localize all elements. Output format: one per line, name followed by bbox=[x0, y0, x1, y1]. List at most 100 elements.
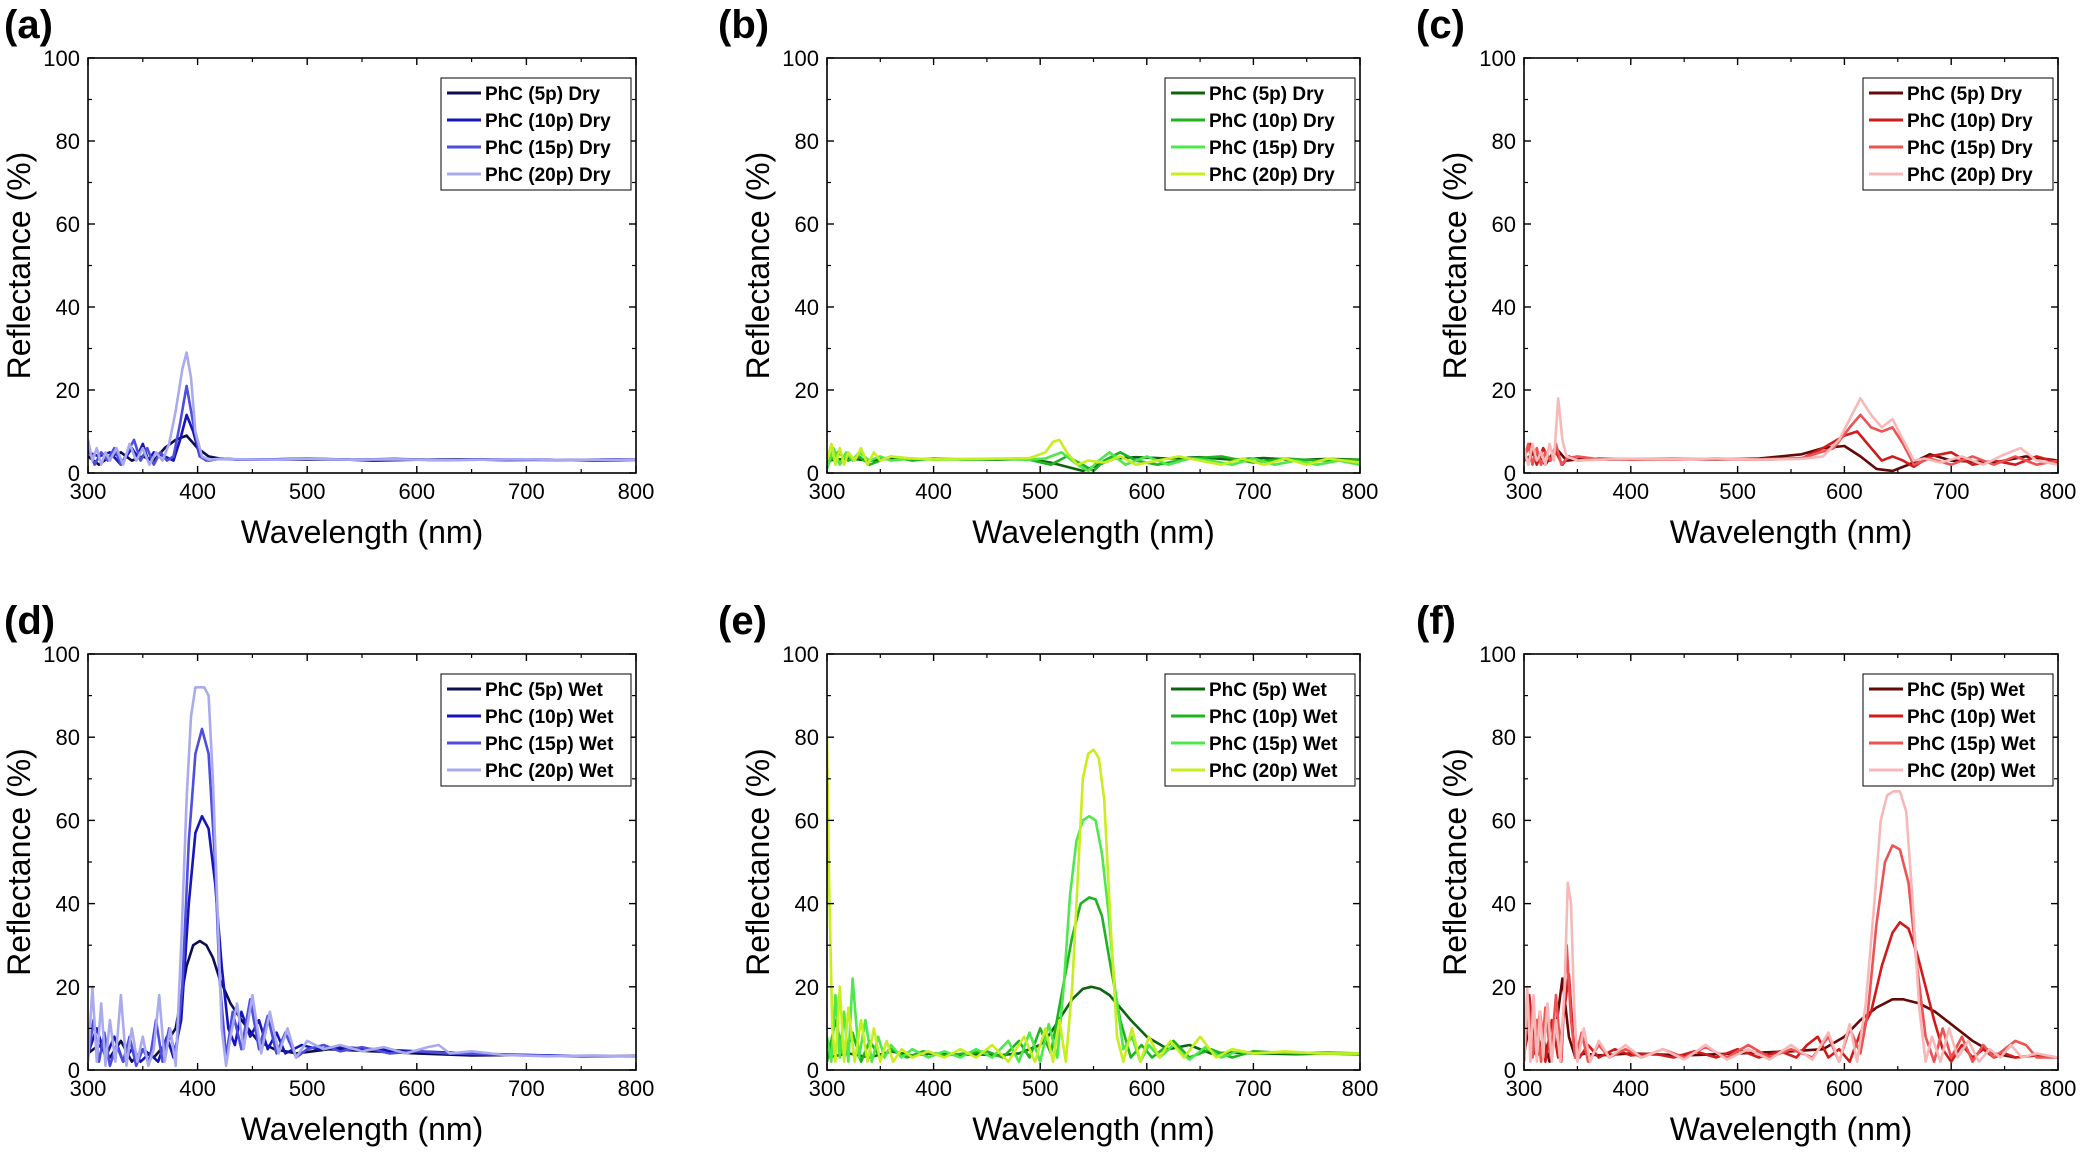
x-tick-label: 400 bbox=[915, 479, 952, 504]
legend-entry: PhC (5p) Dry bbox=[485, 84, 601, 105]
y-tick-label: 100 bbox=[782, 642, 819, 667]
panel-label: (f) bbox=[1416, 599, 1456, 643]
y-tick-label: 20 bbox=[1492, 975, 1516, 1000]
y-tick-label: 20 bbox=[795, 378, 819, 403]
legend-entry: PhC (10p) Wet bbox=[1209, 707, 1338, 728]
y-tick-label: 100 bbox=[43, 642, 80, 667]
legend-entry: PhC (5p) Dry bbox=[1907, 84, 2023, 105]
legend: PhC (5p) Wet PhC (10p) Wet PhC (15p) Wet Ph… bbox=[440, 673, 632, 787]
x-tick-label: 400 bbox=[1612, 479, 1649, 504]
panel-label: (d) bbox=[4, 599, 55, 643]
legend-entry: PhC (20p) Dry bbox=[485, 165, 611, 186]
series-group bbox=[88, 351, 636, 466]
x-tick-label: 700 bbox=[1235, 479, 1272, 504]
series-line-1 bbox=[827, 985, 1360, 1059]
x-tick-label: 700 bbox=[1235, 1076, 1272, 1101]
series-line-4 bbox=[1524, 397, 2058, 466]
legend-entry: PhC (20p) Wet bbox=[1907, 761, 2036, 782]
x-tick-label: 800 bbox=[618, 1076, 655, 1101]
y-tick-label: 0 bbox=[68, 461, 80, 486]
chart-panel-f: (f) 300 400 500 600 700 800 0 20 40 60 80 100 Wavelen… bbox=[1416, 599, 2076, 1147]
y-tick-label: 80 bbox=[1492, 129, 1516, 154]
y-tick-label: 20 bbox=[795, 975, 819, 1000]
x-tick-label: 800 bbox=[1342, 1076, 1379, 1101]
y-tick-label: 40 bbox=[1492, 295, 1516, 320]
x-axis-title: Wavelength (nm) bbox=[241, 514, 483, 550]
legend-entry: PhC (15p) Dry bbox=[1209, 138, 1335, 159]
legend-entry: PhC (20p) Dry bbox=[1907, 165, 2033, 186]
y-tick-label: 60 bbox=[1492, 808, 1516, 833]
legend-entry: PhC (10p) Dry bbox=[1209, 111, 1335, 132]
y-tick-label: 40 bbox=[56, 892, 80, 917]
y-tick-label: 20 bbox=[1492, 378, 1516, 403]
x-tick-label: 400 bbox=[915, 1076, 952, 1101]
series-group bbox=[1524, 397, 2058, 473]
legend-entry: PhC (5p) Wet bbox=[485, 680, 604, 701]
series-line-4 bbox=[88, 686, 636, 1068]
x-tick-label: 600 bbox=[1128, 1076, 1165, 1101]
panel-label: (a) bbox=[4, 3, 53, 47]
x-axis-title: Wavelength (nm) bbox=[1670, 1111, 1912, 1147]
chart-panel-c: (c) 300 400 500 600 700 800 0 20 40 60 80 100 Wavelen… bbox=[1416, 3, 2076, 550]
x-tick-label: 500 bbox=[1719, 1076, 1756, 1101]
legend-entry: PhC (10p) Wet bbox=[485, 707, 614, 728]
x-tick-label: 700 bbox=[508, 479, 545, 504]
y-tick-label: 100 bbox=[1479, 46, 1516, 71]
y-tick-label: 0 bbox=[807, 461, 819, 486]
series-line-2 bbox=[827, 896, 1360, 1063]
chart-panel-e: (e) 300 400 500 600 700 800 0 20 40 60 80 100 Wavelen… bbox=[718, 599, 1378, 1147]
y-tick-label: 60 bbox=[1492, 212, 1516, 237]
x-tick-label: 700 bbox=[508, 1076, 545, 1101]
series-line-2 bbox=[1524, 921, 2058, 1063]
y-tick-label: 100 bbox=[43, 46, 80, 71]
legend-box bbox=[440, 77, 632, 191]
series-line-4 bbox=[827, 438, 1360, 466]
y-tick-label: 100 bbox=[782, 46, 819, 71]
legend-box bbox=[1862, 673, 2054, 787]
legend: PhC (5p) Wet PhC (10p) Wet PhC (15p) Wet Ph… bbox=[1862, 673, 2054, 787]
x-tick-label: 800 bbox=[2040, 1076, 2077, 1101]
x-tick-label: 500 bbox=[289, 1076, 326, 1101]
y-axis-title: Reflectance (%) bbox=[1, 152, 37, 380]
y-tick-label: 0 bbox=[1504, 1058, 1516, 1083]
legend-box bbox=[1164, 673, 1356, 787]
x-tick-label: 300 bbox=[809, 479, 846, 504]
legend-entry: PhC (10p) Dry bbox=[485, 111, 611, 132]
x-axis-title: Wavelength (nm) bbox=[972, 514, 1214, 550]
y-tick-label: 0 bbox=[1504, 461, 1516, 486]
y-tick-label: 60 bbox=[795, 212, 819, 237]
y-tick-label: 40 bbox=[1492, 892, 1516, 917]
series-line-3 bbox=[88, 384, 636, 466]
legend-entry: PhC (10p) Dry bbox=[1907, 111, 2033, 132]
panel-label: (c) bbox=[1416, 3, 1465, 47]
y-tick-label: 80 bbox=[795, 129, 819, 154]
legend-entry: PhC (5p) Dry bbox=[1209, 84, 1325, 105]
panel-label: (e) bbox=[718, 599, 767, 643]
series-line-3 bbox=[827, 814, 1360, 1063]
x-tick-label: 400 bbox=[179, 479, 216, 504]
chart-panel-b: (b) 300 400 500 600 700 800 0 20 40 60 80 100 Wavelen… bbox=[718, 3, 1378, 550]
series-group bbox=[88, 686, 636, 1068]
x-tick-label: 300 bbox=[70, 1076, 107, 1101]
x-axis-title: Wavelength (nm) bbox=[241, 1111, 483, 1147]
y-tick-label: 80 bbox=[1492, 725, 1516, 750]
chart-panel-d: (d) 300 400 500 600 700 800 0 20 40 60 80 100 Wavelen… bbox=[1, 599, 654, 1147]
series-group bbox=[1524, 790, 2058, 1063]
x-tick-label: 500 bbox=[1022, 1076, 1059, 1101]
x-tick-label: 300 bbox=[809, 1076, 846, 1101]
y-axis-title: Reflectance (%) bbox=[740, 748, 776, 976]
y-axis-title: Reflectance (%) bbox=[1437, 152, 1473, 380]
x-tick-label: 700 bbox=[1933, 479, 1970, 504]
x-tick-label: 600 bbox=[398, 1076, 435, 1101]
series-line-2 bbox=[88, 814, 636, 1063]
x-tick-label: 600 bbox=[398, 479, 435, 504]
legend: PhC (5p) Dry PhC (10p) Dry PhC (15p) Dry Ph… bbox=[1164, 77, 1356, 191]
x-tick-label: 400 bbox=[1612, 1076, 1649, 1101]
legend-entry: PhC (15p) Wet bbox=[1209, 734, 1338, 755]
x-tick-label: 600 bbox=[1826, 1076, 1863, 1101]
legend-box bbox=[1862, 77, 2054, 191]
legend: PhC (5p) Wet PhC (10p) Wet PhC (15p) Wet Ph… bbox=[1164, 673, 1356, 787]
legend-box bbox=[1164, 77, 1356, 191]
x-tick-label: 500 bbox=[289, 479, 326, 504]
